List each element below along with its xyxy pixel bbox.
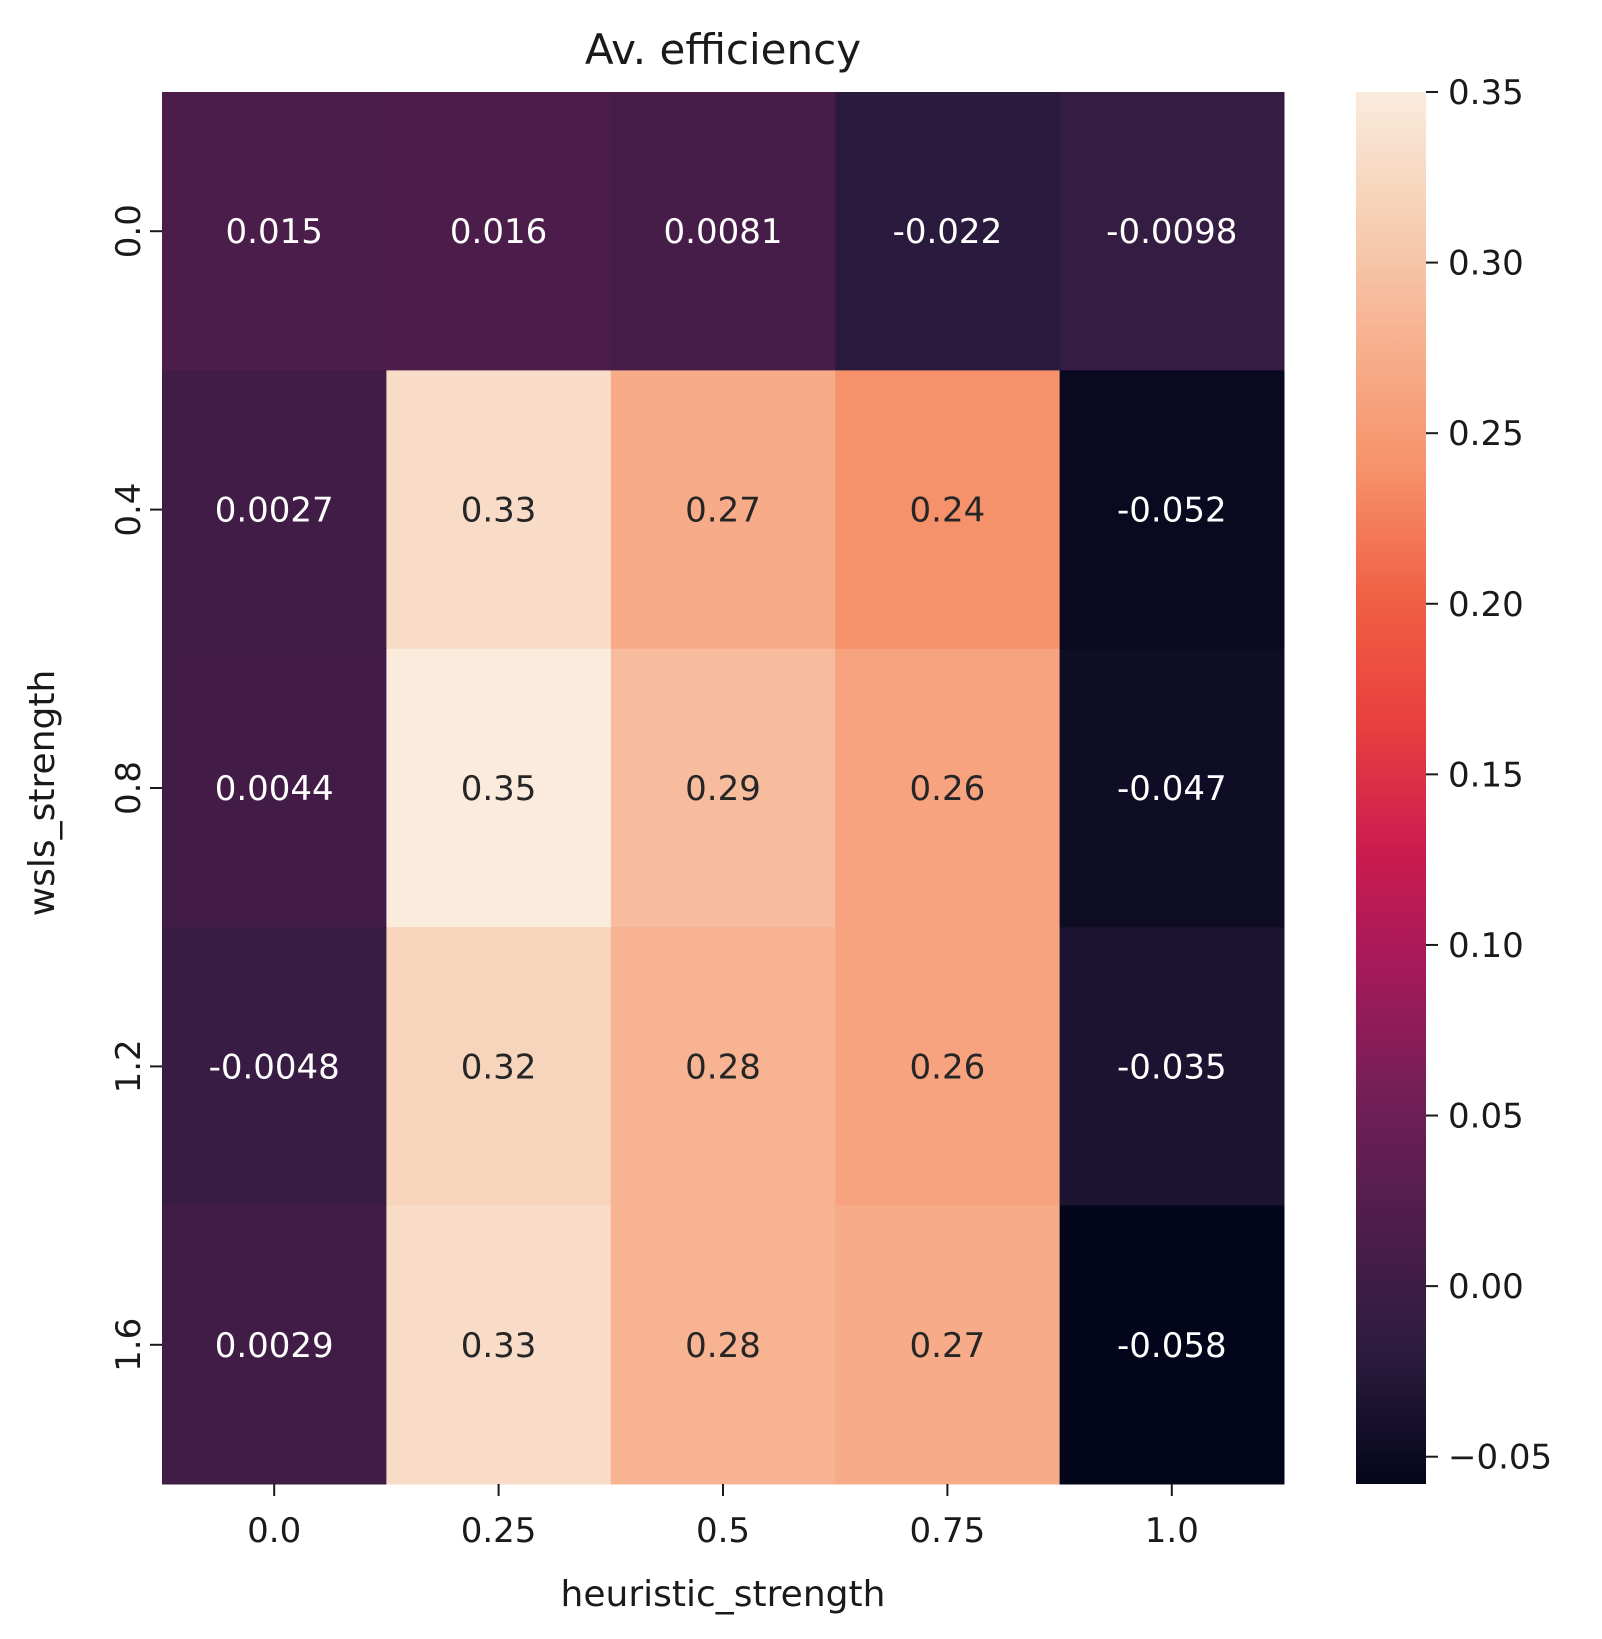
y-axis-label: wsls_strength: [22, 670, 63, 917]
colorbar-tick-label: 0.25: [1448, 414, 1524, 454]
heatmap-cell: [162, 1205, 387, 1485]
heatmap-cell: [386, 370, 612, 650]
cell-value-label: -0.058: [1117, 1326, 1227, 1366]
cell-value-label: -0.0098: [1106, 212, 1237, 252]
heatmap-cell-labels: 0.015 0.016 0.0081 -0.022 -0.0098 0.0027 0.33 0…: [209, 212, 1238, 1366]
heatmap-cell: [1059, 370, 1285, 650]
heatmap-cell: [386, 648, 612, 928]
x-axis-label: heuristic_strength: [561, 1574, 886, 1615]
colorbar-tick-label: 0.10: [1448, 926, 1524, 966]
heatmap-cells: [162, 92, 1285, 1485]
cell-value-label: 0.0029: [215, 1326, 334, 1366]
y-tick-label: 1.2: [109, 1039, 149, 1093]
x-tick-label: 0.75: [910, 1511, 986, 1551]
colorbar-tick-label: 0.15: [1448, 755, 1524, 795]
cell-value-label: 0.24: [910, 491, 986, 531]
heatmap-cell: [1059, 92, 1285, 371]
heatmap-cell: [162, 927, 387, 1207]
cell-value-label: 0.32: [461, 1047, 537, 1087]
cell-value-label: 0.35: [461, 769, 537, 809]
colorbar-tick-label: 0.00: [1448, 1267, 1524, 1307]
heatmap-cell: [162, 648, 387, 928]
cell-value-label: 0.27: [910, 1326, 986, 1366]
y-axis: 0.0 0.4 0.8 1.2 1.6: [109, 204, 162, 1372]
cell-value-label: 0.0044: [215, 769, 334, 809]
colorbar-tick-label: 0.35: [1448, 73, 1524, 113]
heatmap-cell: [610, 370, 836, 650]
y-tick-label: 0.0: [109, 204, 149, 258]
cell-value-label: 0.26: [910, 769, 986, 809]
y-tick-label: 0.8: [109, 761, 149, 815]
cell-value-label: 0.0081: [664, 212, 783, 252]
cell-value-label: 0.33: [461, 1326, 537, 1366]
cell-value-label: 0.0027: [215, 491, 334, 531]
colorbar-tick-label: 0.20: [1448, 585, 1524, 625]
heatmap-cell: [835, 92, 1061, 371]
heatmap-cell: [610, 648, 836, 928]
heatmap-cell: [386, 927, 612, 1207]
cell-value-label: 0.015: [226, 212, 323, 252]
cell-value-label: -0.0048: [209, 1047, 340, 1087]
colorbar: [1356, 92, 1426, 1484]
heatmap-cell: [835, 927, 1061, 1207]
heatmap-cell: [1059, 1205, 1285, 1485]
y-tick-label: 0.4: [109, 483, 149, 537]
colorbar-tick-label: −0.05: [1448, 1438, 1552, 1478]
x-axis: 0.0 0.25 0.5 0.75 1.0: [247, 1484, 1199, 1551]
heatmap-cell: [1059, 927, 1285, 1207]
heatmap-cell: [386, 1205, 612, 1485]
cell-value-label: -0.022: [893, 212, 1003, 252]
heatmap-cell: [835, 648, 1061, 928]
cell-value-label: 0.33: [461, 491, 537, 531]
colorbar-tick-label: 0.30: [1448, 244, 1524, 284]
x-tick-label: 1.0: [1145, 1511, 1199, 1551]
cell-value-label: 0.29: [685, 769, 761, 809]
heatmap-cell: [162, 92, 387, 371]
cell-value-label: 0.016: [450, 212, 547, 252]
cell-value-label: -0.052: [1117, 491, 1227, 531]
cell-value-label: 0.27: [685, 491, 761, 531]
heatmap-cell: [610, 92, 836, 371]
colorbar-axis: −0.05 0.00 0.05 0.10 0.15 0.20 0.25 0.30 0.35: [1426, 73, 1552, 1478]
heatmap-cell: [610, 927, 836, 1207]
heatmap-cell: [386, 92, 612, 371]
heatmap-cell: [162, 370, 387, 650]
heatmap-cell: [1059, 648, 1285, 928]
y-tick-label: 1.6: [109, 1318, 149, 1372]
x-tick-label: 0.5: [696, 1511, 750, 1551]
colorbar-tick-label: 0.05: [1448, 1097, 1524, 1137]
chart-title: Av. efficiency: [585, 25, 861, 74]
cell-value-label: 0.28: [685, 1047, 761, 1087]
cell-value-label: 0.26: [910, 1047, 986, 1087]
cell-value-label: -0.047: [1117, 769, 1227, 809]
heatmap-cell: [610, 1205, 836, 1485]
heatmap-cell: [835, 1205, 1061, 1485]
heatmap-cell: [835, 370, 1061, 650]
cell-value-label: 0.28: [685, 1326, 761, 1366]
cell-value-label: -0.035: [1117, 1047, 1227, 1087]
x-tick-label: 0.0: [247, 1511, 301, 1551]
x-tick-label: 0.25: [461, 1511, 537, 1551]
